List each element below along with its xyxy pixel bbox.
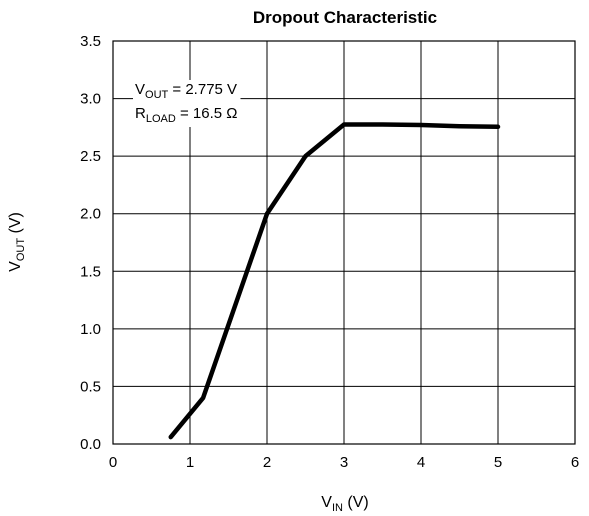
y-axis-label-sub: OUT <box>15 238 27 262</box>
annotation-vout-main: V <box>135 81 145 98</box>
chart-title: Dropout Characteristic <box>253 8 437 27</box>
y-tick-label: 3.5 <box>80 33 101 50</box>
x-axis-ticks: 0 1 2 3 4 5 6 <box>109 454 579 471</box>
y-axis-ticks: 0.0 0.5 1.0 1.5 2.0 2.5 3.0 3.5 <box>80 33 101 453</box>
x-axis-label-unit: (V) <box>343 494 369 511</box>
y-tick-label: 1.5 <box>80 263 101 280</box>
y-tick-label: 0.5 <box>80 378 101 395</box>
annotation-rload-sub: LOAD <box>146 113 176 125</box>
x-tick-label: 6 <box>571 454 579 471</box>
x-tick-label: 5 <box>494 454 502 471</box>
annotation-vout-value: = 2.775 V <box>168 81 237 98</box>
y-tick-label: 2.5 <box>80 148 101 165</box>
y-axis-label-unit: (V) <box>7 212 24 238</box>
y-tick-label: 1.0 <box>80 321 101 338</box>
series-layer <box>168 122 501 440</box>
series-line <box>168 122 501 440</box>
y-tick-label: 3.0 <box>80 91 101 108</box>
y-axis-label: VOUT (V) <box>7 212 27 272</box>
x-tick-label: 0 <box>109 454 117 471</box>
annotation-rload: RLOAD = 16.5 Ω <box>135 105 237 125</box>
y-tick-label: 0.0 <box>80 436 101 453</box>
x-axis-label: VIN (V) <box>321 494 368 514</box>
x-tick-label: 4 <box>417 454 425 471</box>
x-tick-label: 3 <box>340 454 348 471</box>
plot-frame <box>112 40 576 445</box>
annotation-vout-sub: OUT <box>145 89 169 101</box>
y-axis-label-main: V <box>7 261 24 272</box>
x-tick-label: 2 <box>263 454 271 471</box>
annotation-rload-main: R <box>135 105 146 122</box>
x-tick-label: 1 <box>186 454 194 471</box>
annotation-vout: VOUT = 2.775 V <box>135 81 237 101</box>
annotation-rload-value: = 16.5 Ω <box>176 105 238 122</box>
y-tick-label: 2.0 <box>80 206 101 223</box>
annotation-background <box>133 80 241 127</box>
x-axis-label-main: V <box>321 494 332 511</box>
x-axis-label-sub: IN <box>332 502 343 514</box>
